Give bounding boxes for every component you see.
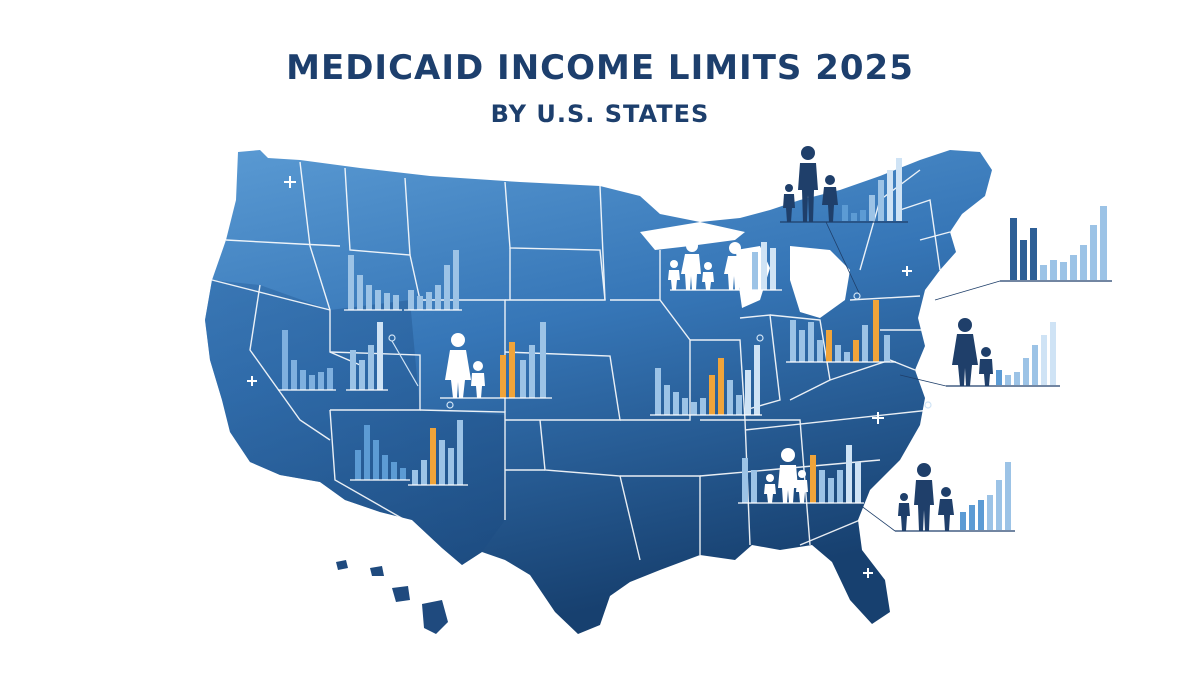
mother-child-icon [952,318,993,386]
bar-cluster-colorado [440,322,552,399]
callout-far-right [934,206,1112,301]
lake-huron-erie [790,246,850,318]
bar-cluster-new-mexico [408,420,468,486]
callout-bottom-right [859,462,1015,532]
bar-cluster-arizona [350,425,410,481]
callout-top-right [780,158,908,296]
sparkle-icon [247,176,912,578]
map-title: MEDICAID INCOME LIMITS 2025 [286,48,914,88]
bar-cluster-ohio [786,300,896,363]
lake-superior [640,222,745,250]
family-icon [898,463,954,531]
bar-cluster-utah [346,322,388,391]
hawaii-islands [336,560,448,634]
pin-dot-icon [388,292,932,409]
bar-cluster-southeast [738,445,864,504]
bar-cluster-wyoming [404,250,462,311]
bar-cluster-northwest [344,255,402,311]
family-icon [764,448,808,503]
mother-child-icon [445,333,485,398]
bar-cluster-nevada [278,330,336,391]
map-subtitle: BY U.S. STATES [490,100,710,128]
family-icon [783,146,838,222]
west-region-shade [205,280,505,565]
family-icon [668,240,744,290]
callout-right-middle [899,322,1060,387]
bar-cluster-missouri [650,345,762,416]
